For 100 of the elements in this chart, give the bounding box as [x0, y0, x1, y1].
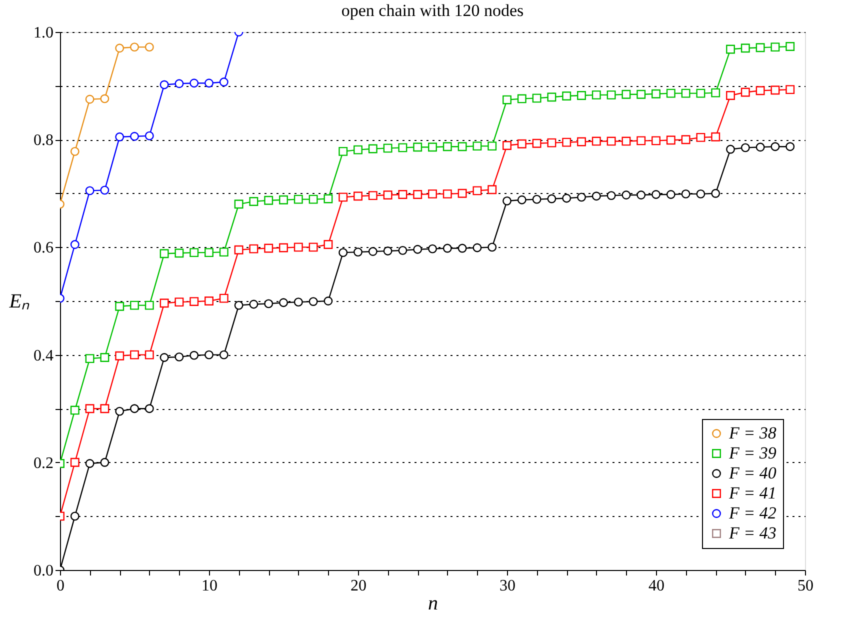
point [160, 353, 169, 362]
point [562, 138, 572, 147]
point [204, 248, 214, 258]
point [592, 136, 601, 146]
point [606, 90, 616, 100]
point [398, 143, 408, 152]
point [726, 144, 735, 154]
point [622, 190, 631, 200]
point [696, 189, 706, 198]
point [174, 298, 184, 307]
point [547, 92, 556, 102]
point [144, 131, 154, 140]
point [740, 44, 750, 53]
point [294, 298, 303, 307]
x-axis-title: n [428, 592, 438, 614]
point [144, 42, 154, 52]
point [85, 186, 94, 196]
point [264, 196, 274, 205]
point [70, 240, 80, 249]
point [622, 90, 631, 99]
point [592, 192, 601, 201]
point [696, 88, 706, 98]
point [636, 190, 646, 200]
point [428, 189, 437, 198]
point [398, 246, 408, 255]
point [100, 353, 110, 362]
point [383, 144, 392, 153]
point [428, 142, 437, 152]
point [204, 78, 214, 88]
point [70, 146, 80, 156]
point [577, 192, 586, 202]
point [502, 196, 512, 206]
point [308, 242, 318, 252]
point [502, 141, 512, 150]
point [636, 136, 646, 146]
y-tick-label: 0.2 [34, 454, 54, 472]
point [190, 78, 199, 88]
point [681, 135, 690, 144]
point [100, 94, 110, 104]
point [786, 142, 795, 152]
point [294, 242, 303, 252]
point [458, 142, 467, 152]
point [368, 144, 378, 154]
point [324, 240, 333, 249]
point [532, 94, 542, 103]
point [472, 142, 482, 151]
point [681, 189, 690, 198]
point [622, 136, 631, 146]
point [368, 247, 378, 256]
point [130, 350, 139, 360]
point [726, 44, 735, 54]
x-tick-label: 20 [350, 578, 366, 594]
point [502, 95, 512, 104]
point [606, 136, 616, 146]
point [85, 94, 94, 104]
point [442, 244, 452, 253]
point [204, 296, 214, 306]
x-tick-label: 50 [798, 578, 814, 594]
point [130, 300, 139, 310]
point [144, 350, 154, 360]
point [249, 300, 258, 309]
point [294, 194, 303, 204]
point [770, 86, 780, 95]
point [100, 404, 110, 414]
point [666, 190, 676, 199]
point [219, 78, 228, 86]
point [144, 404, 154, 414]
x-tick-label: 40 [648, 578, 664, 594]
y-tick-label: 1.0 [34, 24, 54, 42]
point [190, 248, 199, 258]
point [740, 143, 750, 152]
point [338, 248, 348, 258]
point [726, 91, 735, 100]
point [368, 191, 378, 200]
point [70, 458, 80, 467]
point [740, 88, 750, 97]
point [115, 351, 124, 360]
point [472, 186, 482, 196]
point [547, 138, 556, 148]
point [100, 458, 110, 467]
point [85, 404, 94, 414]
point [85, 354, 94, 364]
point [234, 200, 244, 209]
point [488, 142, 497, 151]
point [770, 142, 780, 152]
legend-label: F = 39 [728, 444, 777, 462]
point [70, 406, 80, 415]
point [219, 248, 228, 257]
point [324, 194, 333, 204]
point [144, 300, 154, 310]
point [442, 142, 452, 152]
point [458, 244, 467, 253]
point [652, 190, 660, 199]
point [562, 92, 572, 100]
point [279, 195, 288, 204]
point [517, 94, 526, 104]
point [130, 132, 139, 141]
point [786, 85, 795, 94]
point [354, 192, 362, 201]
point [592, 90, 601, 100]
